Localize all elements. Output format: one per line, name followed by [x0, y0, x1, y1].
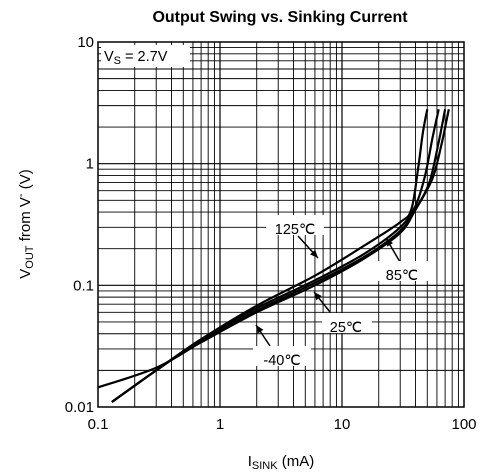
annotation-label-bg — [253, 346, 311, 366]
series-lines — [97, 109, 450, 403]
series-line — [111, 109, 429, 403]
x-tick-label: 10 — [334, 416, 351, 433]
annotation-label: 125℃ — [275, 222, 315, 238]
y-tick-labels: 0.01 0.1 1 10 — [65, 34, 94, 416]
condition-box: VS = 2.7V — [101, 45, 190, 67]
x-tick-label: 0.1 — [88, 416, 109, 433]
annotation-arrowhead — [314, 292, 322, 301]
annotation-arrows — [255, 235, 401, 347]
y-tick-label: 1 — [86, 156, 94, 173]
y-tick-label: 0.01 — [65, 399, 94, 416]
chart-title: Output Swing vs. Sinking Current — [152, 9, 408, 26]
annotation-arrowhead — [310, 249, 318, 258]
condition-label: VS = 2.7V — [104, 49, 168, 67]
annotation-label: 25℃ — [330, 320, 362, 336]
x-axis-label: ISINK (mA) — [248, 453, 315, 472]
annotation-label: 85℃ — [386, 268, 418, 284]
annotation-arrowhead — [386, 238, 394, 247]
y-tick-label: 0.1 — [73, 277, 94, 294]
annotation-arrowhead — [256, 325, 264, 334]
annotation-label-bg — [322, 313, 372, 333]
annotation-labels: 125℃ 85℃ 25℃ -40℃ — [253, 215, 428, 369]
plot-frame — [97, 41, 465, 408]
annotation-label-bg — [266, 215, 324, 235]
series-line — [97, 109, 450, 389]
x-tick-labels: 0.1 1 10 100 — [88, 416, 477, 433]
y-tick-label: 10 — [77, 34, 94, 51]
x-tick-label: 100 — [451, 416, 476, 433]
annotation-label: -40℃ — [263, 353, 300, 369]
x-tick-label: 1 — [216, 416, 224, 433]
y-axis-label: VOUT from V- (V) — [15, 169, 36, 278]
annotation-label-bg — [378, 261, 428, 281]
